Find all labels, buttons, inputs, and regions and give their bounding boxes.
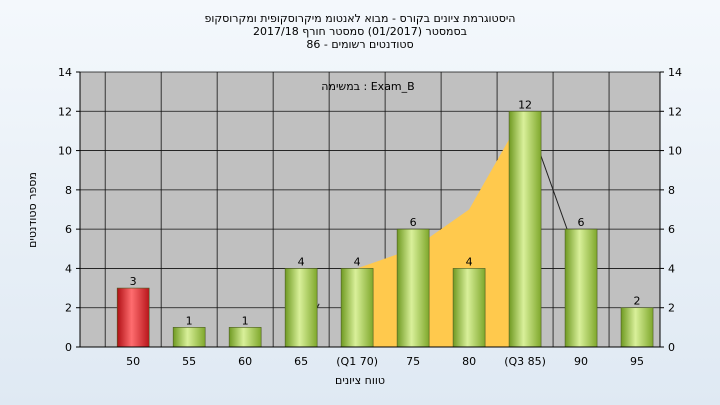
data-label-65: 4 <box>298 255 305 268</box>
data-label-50: 3 <box>130 275 137 288</box>
y-tick-label-left-6: 6 <box>65 223 72 236</box>
y-tick-label-left-14: 14 <box>58 66 72 79</box>
chart-title-line-1: היסטוגרמת ציונים בקורס - מבוא לאנטומ מיק… <box>205 12 516 25</box>
data-label-(Q1 70): 4 <box>354 255 361 268</box>
data-label-60: 1 <box>242 314 249 327</box>
y-tick-labels-left: 0 2 4 6 8 10 12 14 <box>58 66 72 354</box>
bar-(Q1 70) <box>340 268 374 348</box>
y-tick-label-left-10: 10 <box>58 145 72 158</box>
x-tick-label-6: 80 <box>462 355 476 368</box>
y-tick-label-right-8: 8 <box>668 184 675 197</box>
x-tick-label-3: 65 <box>294 355 308 368</box>
y-tick-labels-right: 0 2 4 6 8 10 12 14 <box>668 66 682 354</box>
y-tick-label-right-4: 4 <box>668 262 675 275</box>
bar-80 <box>452 268 486 348</box>
distribution-line-start <box>316 303 320 308</box>
bar-(Q3 85) <box>508 110 542 348</box>
x-tick-labels: 50 55 60 65 (Q1 70) 75 80 (Q3 85) 90 95 <box>126 355 644 368</box>
bars <box>116 110 654 348</box>
data-label-90: 6 <box>578 216 585 229</box>
chart-title-line-3: סטודנטים רשומים - 86 <box>306 38 413 51</box>
x-tick-label-2: 60 <box>238 355 252 368</box>
data-labels: 3 1 1 4 4 6 4 12 6 2 <box>130 98 641 327</box>
x-tick-label-1: 55 <box>182 355 196 368</box>
y-tick-label-right-6: 6 <box>668 223 675 236</box>
y-tick-label-left-12: 12 <box>58 105 72 118</box>
bar-60 <box>228 327 262 348</box>
x-tick-label-5: 75 <box>406 355 420 368</box>
x-tick-label-8: 90 <box>574 355 588 368</box>
data-label-75: 6 <box>410 216 417 229</box>
annotation-label: במשימה : Exam_B <box>321 80 414 93</box>
x-tick-label-7: (Q3 85) <box>504 355 546 368</box>
y-tick-label-left-8: 8 <box>65 184 72 197</box>
y-axis-title: מספר סטודנטים <box>26 172 39 248</box>
bar-55 <box>172 327 206 348</box>
data-label-80: 4 <box>466 255 473 268</box>
data-label-95: 2 <box>634 295 641 308</box>
y-tick-label-left-4: 4 <box>65 262 72 275</box>
data-label-(Q3 85): 12 <box>518 98 532 111</box>
bar-65 <box>284 268 318 348</box>
x-axis-title: טווח ציונים <box>335 374 385 387</box>
y-tick-label-left-0: 0 <box>65 341 72 354</box>
y-tick-label-right-12: 12 <box>668 105 682 118</box>
x-tick-label-0: 50 <box>126 355 140 368</box>
data-label-55: 1 <box>186 314 193 327</box>
bar-75 <box>396 228 430 348</box>
x-tick-label-9: 95 <box>630 355 644 368</box>
bar-90 <box>564 228 598 348</box>
chart-title-line-2: בסמסטר (01/2017) סמסטר חורף 2017/18 <box>253 25 467 38</box>
y-tick-label-left-2: 2 <box>65 302 72 315</box>
y-tick-label-right-0: 0 <box>668 341 675 354</box>
axes <box>76 71 664 348</box>
y-tick-label-right-14: 14 <box>668 66 682 79</box>
x-tick-label-4: (Q1 70) <box>336 355 378 368</box>
bar-50 <box>116 287 150 348</box>
y-tick-label-right-2: 2 <box>668 302 675 315</box>
bar-95 <box>620 307 654 348</box>
y-tick-label-right-10: 10 <box>668 145 682 158</box>
